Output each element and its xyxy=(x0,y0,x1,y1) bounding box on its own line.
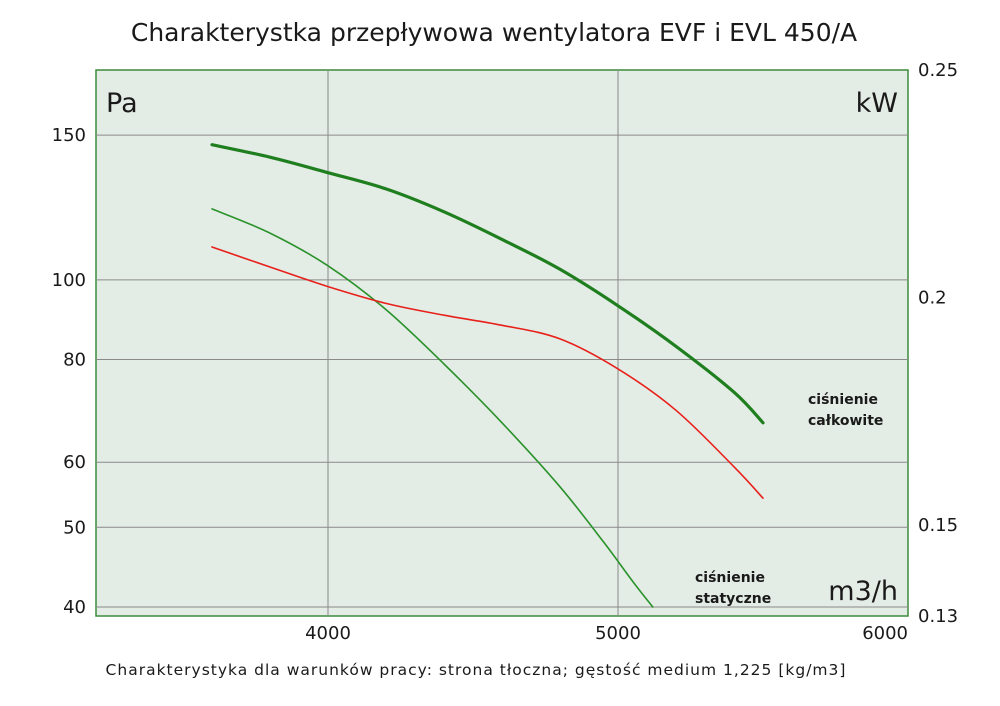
x-tick-label-2: 6000 xyxy=(862,623,908,644)
chart-title: Charakterystka przepływowa wentylatora E… xyxy=(131,18,857,47)
series-line-2 xyxy=(211,246,764,499)
left-axis-unit: Pa xyxy=(106,88,138,119)
right-tick-label-0: 0.13 xyxy=(918,606,958,627)
annotation-total-line-2: całkowite xyxy=(808,413,883,429)
x-axis-unit: m3/h xyxy=(828,576,898,607)
left-tick-label-3: 80 xyxy=(63,350,86,371)
left-tick-label-1: 50 xyxy=(63,517,86,538)
x-tick-label-1: 5000 xyxy=(595,623,641,644)
x-tick-label-0: 4000 xyxy=(305,623,351,644)
left-tick-label-2: 60 xyxy=(63,452,86,473)
right-tick-label-3: 0.25 xyxy=(918,60,958,81)
annotation-static-pressure: ciśnienie statyczne xyxy=(695,570,771,607)
left-tick-label-0: 40 xyxy=(63,597,86,618)
grid-lines xyxy=(96,70,908,616)
series-line-0 xyxy=(210,143,765,425)
left-axis-ticks: 40 50 60 80 100 150 xyxy=(52,125,86,618)
chart-footer-note: Charakterystyka dla warunków pracy: stro… xyxy=(106,661,847,679)
annotation-static-line-1: ciśnienie xyxy=(695,570,765,586)
annotation-total-pressure: ciśnienie całkowite xyxy=(808,392,883,429)
annotation-static-line-2: statyczne xyxy=(695,591,771,607)
left-tick-label-4: 100 xyxy=(52,270,86,291)
annotation-total-line-1: ciśnienie xyxy=(808,392,878,408)
plot-area xyxy=(95,69,909,617)
right-axis-unit: kW xyxy=(856,88,898,119)
right-tick-label-1: 0.15 xyxy=(918,515,958,536)
series-line-1 xyxy=(211,208,654,608)
curves xyxy=(210,143,765,608)
right-tick-label-2: 0.2 xyxy=(918,288,947,309)
right-axis-ticks: 0.13 0.15 0.2 0.25 xyxy=(918,60,958,627)
x-axis-ticks: 4000 5000 6000 xyxy=(305,623,908,644)
left-tick-label-5: 150 xyxy=(52,125,86,146)
